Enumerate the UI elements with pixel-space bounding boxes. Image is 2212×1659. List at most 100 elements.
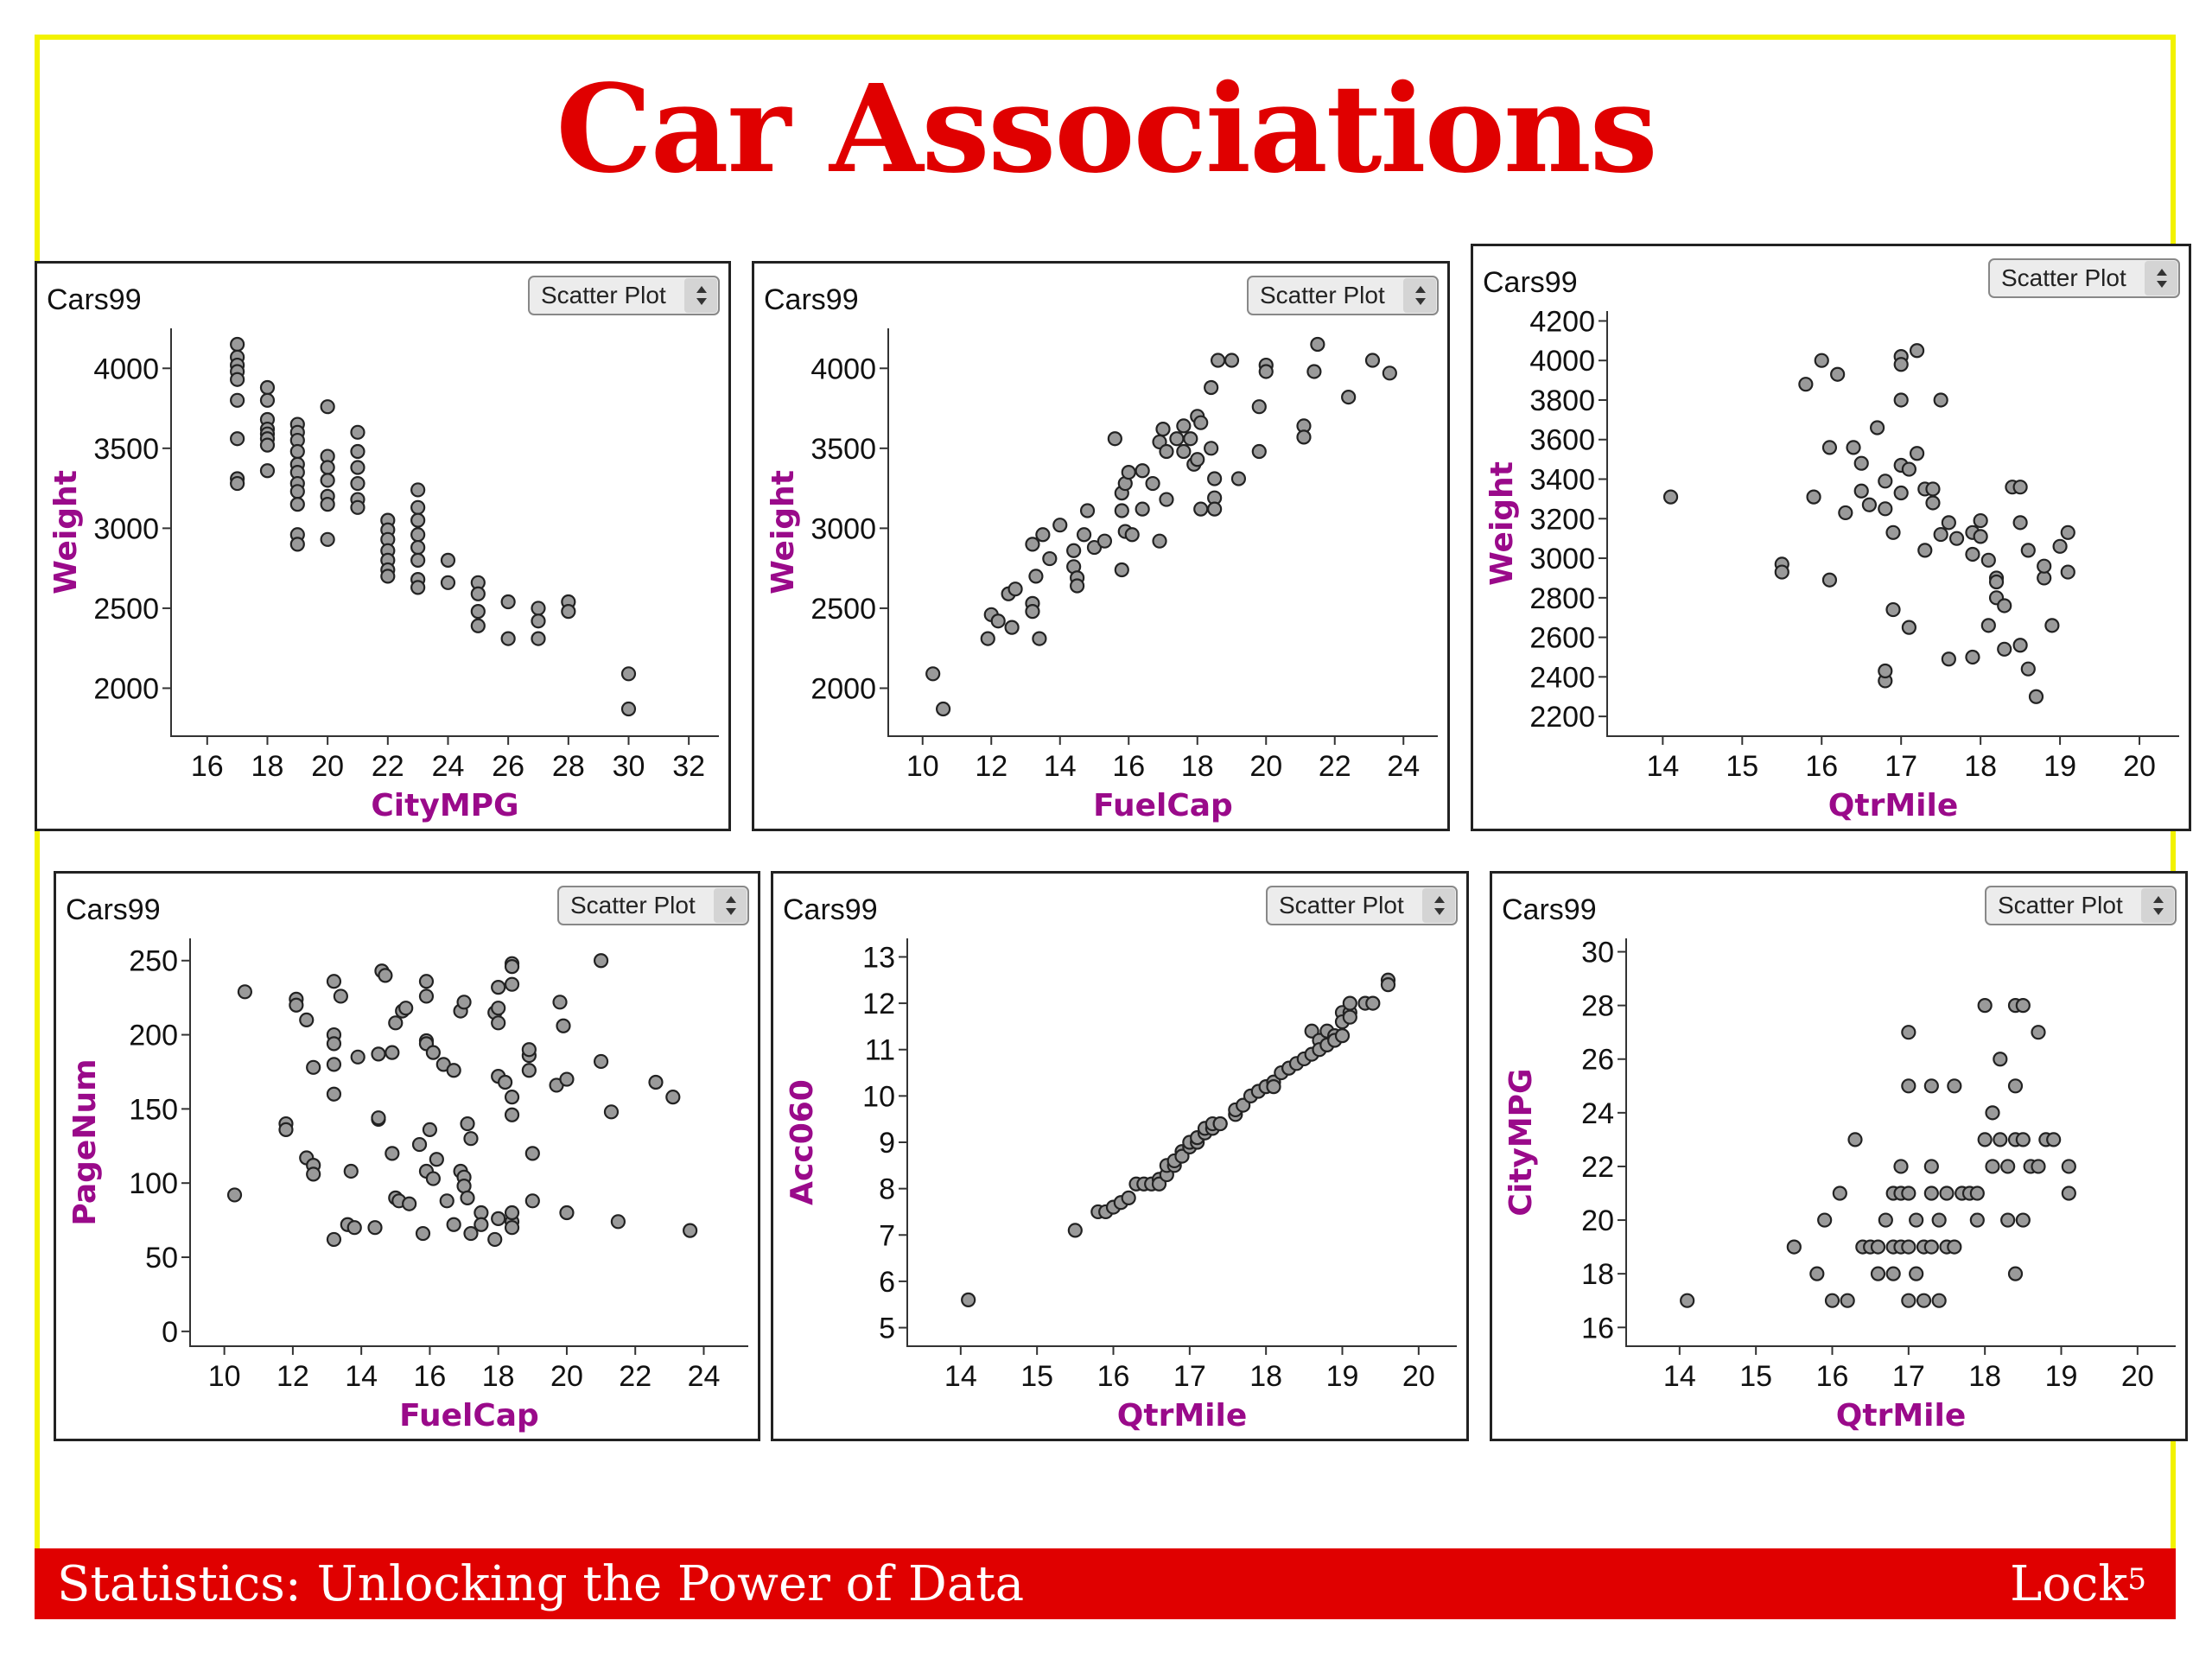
scatter-point xyxy=(1901,620,1916,635)
scatter-point xyxy=(1152,533,1167,549)
plot-type-menu-button[interactable]: Scatter Plot xyxy=(557,886,749,925)
scatter-point xyxy=(402,1196,417,1211)
y-tick-label: 3600 xyxy=(1529,424,1595,457)
scatter-point xyxy=(367,1220,383,1236)
scatter-point xyxy=(326,1036,342,1052)
scatter-point xyxy=(1035,527,1051,543)
scatter-point xyxy=(385,1146,400,1161)
scatter-point xyxy=(1885,1266,1901,1281)
scatter-point xyxy=(380,569,396,584)
scatter-point xyxy=(350,424,365,440)
scatter-point xyxy=(665,1090,681,1105)
slide-title: Car Associations xyxy=(556,59,1657,200)
chart-panel-acc060-vs-qtrmile[interactable]: Cars99 Scatter Plot 14 15 16 17 18 19 20 5 6 7 8 9 10 1… xyxy=(771,871,1469,1441)
scatter-point xyxy=(346,1220,362,1236)
chart-panel-pagenum-vs-fuelcap[interactable]: Cars99 Scatter Plot 10 12 14 16 18 20 22 24 0 50 100… xyxy=(54,871,760,1441)
scatter-point xyxy=(1933,392,1948,408)
y-tick-label: 10 xyxy=(862,1080,895,1113)
chart-panel-citympg-vs-qtrmile[interactable]: Cars99 Scatter Plot 14 15 16 17 18 19 20 16 18 20 22… xyxy=(1490,871,2188,1441)
scatter-point xyxy=(1893,392,1909,408)
x-tick-label: 30 xyxy=(613,750,645,783)
scatter-point xyxy=(1931,1212,1947,1228)
scatter-point xyxy=(230,475,245,492)
scatter-point xyxy=(1114,562,1129,578)
scatter-point xyxy=(1832,1185,1847,1201)
scatter-point xyxy=(1830,366,1846,382)
y-tick-label: 250 xyxy=(129,945,178,978)
scatter-point xyxy=(1052,518,1068,533)
scatter-point xyxy=(1114,503,1129,518)
scatter-point xyxy=(1251,443,1267,460)
scatter-point xyxy=(1923,1239,1939,1255)
chart-panel-weight-vs-fuelcap[interactable]: Cars99 Scatter Plot 10 12 14 16 18 20 22 24 2000 25… xyxy=(752,261,1450,831)
plot-type-menu-label: Scatter Plot xyxy=(2001,264,2126,291)
scatter-point xyxy=(1145,475,1160,492)
y-tick-label: 0 xyxy=(162,1316,178,1349)
scatter-plot-svg: Cars99 Scatter Plot 16 18 20 22 24 26 28 30 32 2000… xyxy=(35,261,731,831)
x-axis-label: CityMPG xyxy=(371,788,518,823)
scatter-point xyxy=(1939,1185,1955,1201)
scatter-point xyxy=(2007,1078,2024,1094)
scatter-point xyxy=(1878,474,1893,489)
x-tick-label: 22 xyxy=(372,750,404,783)
scatter-point xyxy=(1947,1239,1962,1255)
plot-type-menu-button[interactable]: Scatter Plot xyxy=(1247,276,1439,315)
scatter-point xyxy=(1901,461,1916,477)
x-tick-label: 14 xyxy=(1044,750,1077,783)
plot-type-menu-button[interactable]: Scatter Plot xyxy=(528,276,720,315)
scatter-point xyxy=(1204,441,1219,456)
y-tick-label: 3000 xyxy=(1529,543,1595,575)
scatter-point xyxy=(1174,1148,1190,1164)
scatter-point xyxy=(470,586,486,601)
scatter-point xyxy=(1032,631,1047,646)
scatter-point xyxy=(1901,1293,1916,1308)
scatter-point xyxy=(1236,1097,1251,1113)
scatter-point xyxy=(1925,495,1941,511)
scatter-point xyxy=(226,1187,243,1203)
scatter-point xyxy=(1893,485,1909,501)
plot-type-menu-label: Scatter Plot xyxy=(541,282,666,308)
y-tick-label: 20 xyxy=(1581,1205,1614,1237)
y-tick-label: 22 xyxy=(1581,1151,1614,1184)
plot-type-menu-button[interactable]: Scatter Plot xyxy=(1988,258,2180,298)
y-tick-label: 3800 xyxy=(1529,385,1595,417)
scatter-point xyxy=(1901,1185,1916,1201)
scatter-point xyxy=(1121,464,1136,480)
scatter-point xyxy=(1969,1185,1985,1201)
scatter-point xyxy=(350,1049,365,1065)
x-tick-label: 16 xyxy=(414,1360,447,1393)
chart-panel-weight-vs-qtrmile[interactable]: Cars99 Scatter Plot 14 15 16 17 18 19 20 2200 2400… xyxy=(1471,244,2191,831)
scatter-point xyxy=(1901,1239,1916,1255)
scatter-point xyxy=(491,1001,506,1016)
y-tick-label: 2800 xyxy=(1529,582,1595,615)
plot-type-menu-button[interactable]: Scatter Plot xyxy=(1266,886,1458,925)
scatter-point xyxy=(500,594,516,610)
scatter-point xyxy=(326,1057,342,1072)
scatter-point xyxy=(610,1214,626,1230)
scatter-point xyxy=(418,988,435,1004)
scatter-point xyxy=(326,974,342,989)
scatter-point xyxy=(425,1171,441,1186)
scatter-point xyxy=(980,631,995,646)
scatter-point xyxy=(289,497,305,512)
scatter-point xyxy=(1870,1266,1886,1281)
x-tick-label: 18 xyxy=(482,1360,515,1393)
scatter-point xyxy=(925,666,941,682)
scatter-point xyxy=(1066,543,1082,558)
data-points-weight-vs-citympg xyxy=(230,336,637,717)
scatter-point xyxy=(1258,364,1274,379)
updown-arrows-icon xyxy=(2157,269,2167,288)
y-tick-label: 13 xyxy=(862,941,895,974)
footer-authors-base: Lock xyxy=(2010,1556,2128,1612)
scatter-point xyxy=(1948,531,1965,546)
scatter-point xyxy=(1838,505,1853,521)
data-points-weight-vs-qtrmile xyxy=(1662,343,2075,704)
plot-type-menu-button[interactable]: Scatter Plot xyxy=(1985,886,2177,925)
y-tick-label: 2000 xyxy=(93,672,159,705)
y-axis-label: PageNum xyxy=(67,1058,103,1225)
scatter-point xyxy=(1817,1212,1833,1228)
y-tick-label: 28 xyxy=(1581,990,1614,1023)
x-tick-label: 18 xyxy=(1181,750,1214,783)
chart-panel-weight-vs-citympg[interactable]: Cars99 Scatter Plot 16 18 20 22 24 26 28 30 32 2000… xyxy=(35,261,731,831)
scatter-point xyxy=(1342,1009,1357,1025)
